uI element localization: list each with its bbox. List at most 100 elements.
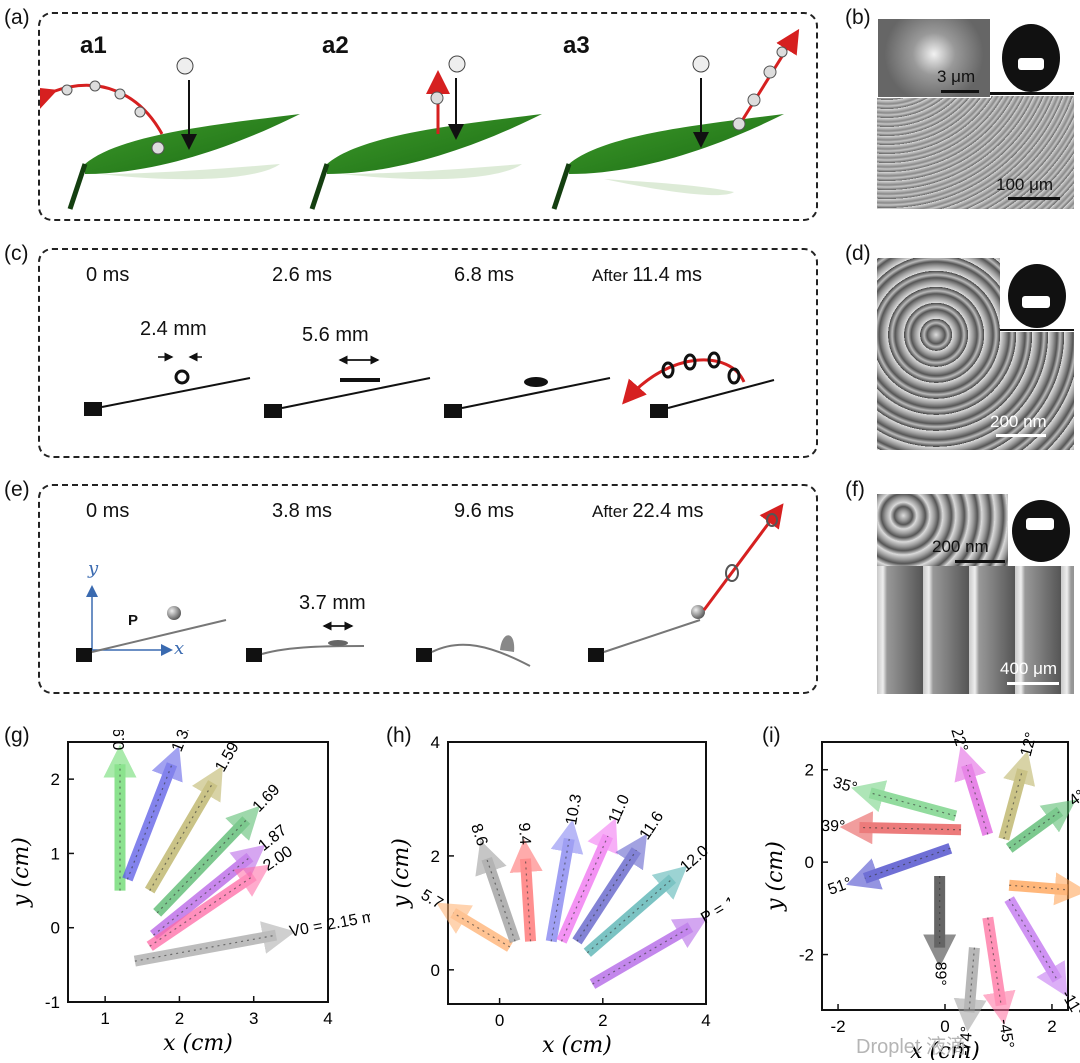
series-trace-h xyxy=(486,858,516,942)
panel-label-h: (h) xyxy=(386,724,412,747)
leaf-illustrations xyxy=(40,28,800,210)
y-tick-label-i: 0 xyxy=(805,853,814,872)
series-trace-i xyxy=(1009,884,1069,891)
inset-scale-text-b: 3 μm xyxy=(937,67,976,86)
y-tick-label-i: 2 xyxy=(805,761,814,780)
leaf-a3 xyxy=(551,28,800,210)
label-a1: a1 xyxy=(80,32,107,59)
panel-label-b: (b) xyxy=(845,6,871,29)
series-trace-h xyxy=(576,849,637,942)
y-tick-label-g: 0 xyxy=(51,919,60,938)
contact-angle-inset-b xyxy=(990,18,1074,96)
series-label-i: -11° xyxy=(1057,988,1080,1021)
panel-label-a: (a) xyxy=(4,6,30,29)
inset-scale-bar-f xyxy=(955,560,1005,563)
series-arrow-h xyxy=(545,819,584,943)
series-arrow-i xyxy=(1008,872,1080,906)
axis-x-label-e: x xyxy=(174,638,185,659)
series-label-h: 8.6 xyxy=(467,822,490,849)
time-e-0: 0 ms xyxy=(86,500,130,522)
series-label-i: 89° xyxy=(931,962,948,986)
sem-inset-b xyxy=(877,18,991,98)
time-c-2: 6.8 ms xyxy=(454,264,515,286)
panel-e-frame xyxy=(38,484,818,694)
leaf-a1 xyxy=(40,57,300,210)
contact-angle-inset-d xyxy=(1000,258,1074,332)
sem-inset-f xyxy=(877,494,1009,566)
x-tick-label-h: 0 xyxy=(495,1011,504,1030)
cantilever-c-0 xyxy=(84,352,251,416)
x-axis-title-i: x (cm) xyxy=(910,1039,980,1060)
y-tick-label-h: 0 xyxy=(431,961,440,980)
series-trace-i xyxy=(965,764,989,835)
scale-bar-d xyxy=(996,434,1046,437)
time-c-0: 0 ms xyxy=(86,264,130,286)
y-axis-title-i: y (cm) xyxy=(763,841,788,912)
x-tick-label-h: 4 xyxy=(701,1011,710,1030)
series-trace-i xyxy=(859,826,962,831)
series-arrow-g xyxy=(133,921,296,967)
x-tick-label-i: 0 xyxy=(940,1017,949,1036)
cantilever-e-0 xyxy=(76,585,227,662)
series-label-i: -74° xyxy=(957,1026,976,1057)
point-p-label: P xyxy=(128,612,139,629)
main-scale-bar-f xyxy=(1007,682,1059,685)
series-trace-h xyxy=(586,878,673,954)
series-label-i: -45° xyxy=(995,1018,1016,1050)
x-tick-label-g: 1 xyxy=(100,1009,109,1028)
cantilever-e-1 xyxy=(246,621,365,662)
dim-c-2: 5.6 mm xyxy=(302,324,369,346)
series-arrow-i xyxy=(982,916,1016,1025)
panel-c-frame xyxy=(38,248,818,458)
time-e-2: 9.6 ms xyxy=(454,500,515,522)
cantilever-c-1 xyxy=(264,355,431,418)
series-label-i: 12° xyxy=(1018,731,1041,759)
main-scale-text-b: 100 μm xyxy=(996,175,1054,194)
series-trace-i xyxy=(1008,810,1061,849)
series-trace-h xyxy=(524,858,532,942)
panel-label-d: (d) xyxy=(845,242,871,265)
series-trace-h xyxy=(452,912,511,948)
series-trace-h xyxy=(592,926,691,985)
cantilever-c-3 xyxy=(622,351,775,418)
y-axis-title-h: y (cm) xyxy=(389,838,414,909)
scale-text-d: 200 nm xyxy=(990,412,1047,431)
after-word-c: After xyxy=(592,266,628,285)
panel-label-g: (g) xyxy=(4,724,30,747)
after-time-c: 11.4 ms xyxy=(632,264,703,286)
x-axis-title-h: x (cm) xyxy=(542,1033,612,1058)
inset-scale-bar-b xyxy=(941,90,979,93)
series-trace-i xyxy=(968,947,976,1013)
series-label-h: 11.0 xyxy=(606,792,634,826)
series-label-i: 51° xyxy=(826,875,854,899)
panel-label-f: (f) xyxy=(845,478,865,501)
series-label-h: 5.7 xyxy=(418,887,446,913)
series-label-i: 39° xyxy=(821,818,846,836)
time-c-after: After 11.4 ms xyxy=(592,264,702,287)
y-axis-title-g: y (cm) xyxy=(9,837,34,908)
series-label-i: 35° xyxy=(831,774,859,797)
series-label-h: 11.6 xyxy=(637,809,668,843)
cantilever-illustrations-e xyxy=(76,503,784,667)
x-tick-label-i: -2 xyxy=(830,1017,845,1036)
series-arrow-g xyxy=(146,864,271,951)
plot-frame-h xyxy=(447,741,707,1005)
x-tick-label-g: 4 xyxy=(323,1009,332,1028)
cantilever-illustrations-c xyxy=(84,351,775,418)
time-e-after: After 22.4 ms xyxy=(592,500,704,523)
series-label-g: 1.69 xyxy=(250,781,284,815)
panel-label-e: (e) xyxy=(4,478,30,501)
series-trace-i xyxy=(869,792,956,817)
panel-label-c: (c) xyxy=(4,242,29,265)
watermark: Droplet 液滴 xyxy=(856,1036,967,1058)
y-tick-label-g: -1 xyxy=(45,993,60,1012)
leaf-a2 xyxy=(309,55,542,210)
time-e-1: 3.8 ms xyxy=(272,500,333,522)
dim-c-1: 2.4 mm xyxy=(140,318,207,340)
series-label-g: 0.93 xyxy=(111,730,128,750)
y-tick-label-g: 2 xyxy=(51,770,60,789)
series-label-h: 10.3 xyxy=(563,793,585,827)
main-scale-text-f: 400 μm xyxy=(1000,659,1058,678)
